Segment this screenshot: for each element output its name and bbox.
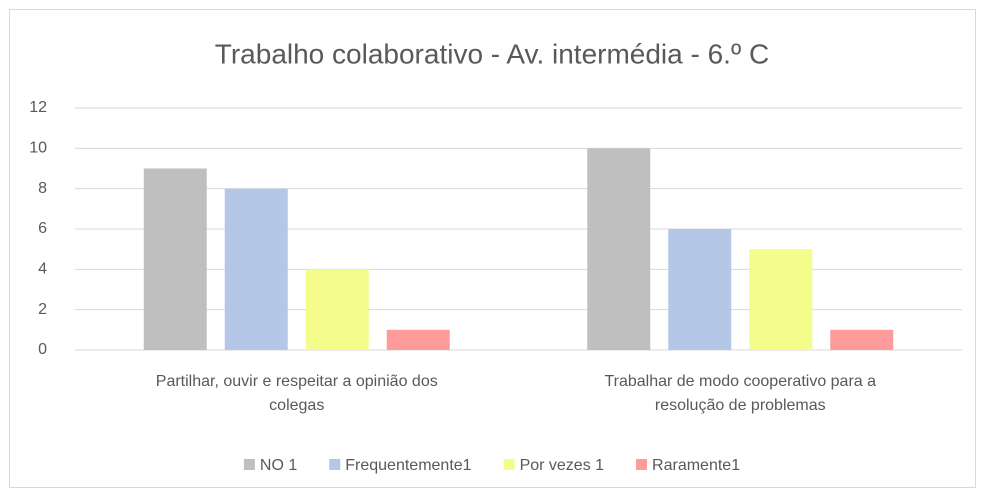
y-tick-label: 4 xyxy=(38,261,47,278)
legend-swatch xyxy=(329,459,341,470)
y-tick-label: 2 xyxy=(38,301,47,318)
bar xyxy=(143,168,207,350)
bar xyxy=(386,329,450,350)
y-tick-label: 6 xyxy=(38,220,47,237)
legend-label: Raramente1 xyxy=(652,457,740,474)
bar xyxy=(830,329,894,350)
bar xyxy=(305,269,369,350)
x-tick-label: Trabalhar de modo cooperativo para a res… xyxy=(604,373,877,414)
legend-label: Por vezes 1 xyxy=(520,457,605,474)
chart-title: Trabalho colaborativo - Av. intermédia -… xyxy=(215,38,769,69)
bar xyxy=(587,148,651,350)
x-tick-label: Partilhar, ouvir e respeitar a opinião d… xyxy=(155,373,438,414)
y-tick-label: 0 xyxy=(38,341,47,358)
legend-swatch xyxy=(243,459,255,470)
y-tick-label: 10 xyxy=(29,140,47,157)
y-tick-label: 8 xyxy=(38,180,47,197)
y-tick-label: 12 xyxy=(29,99,47,116)
bar xyxy=(224,188,288,350)
bar xyxy=(668,229,732,350)
legend-label: NO 1 xyxy=(260,457,297,474)
bar xyxy=(749,249,813,350)
legend-swatch xyxy=(636,459,648,470)
legend-swatch xyxy=(503,459,515,470)
legend-label: Frequentemente1 xyxy=(345,457,471,474)
